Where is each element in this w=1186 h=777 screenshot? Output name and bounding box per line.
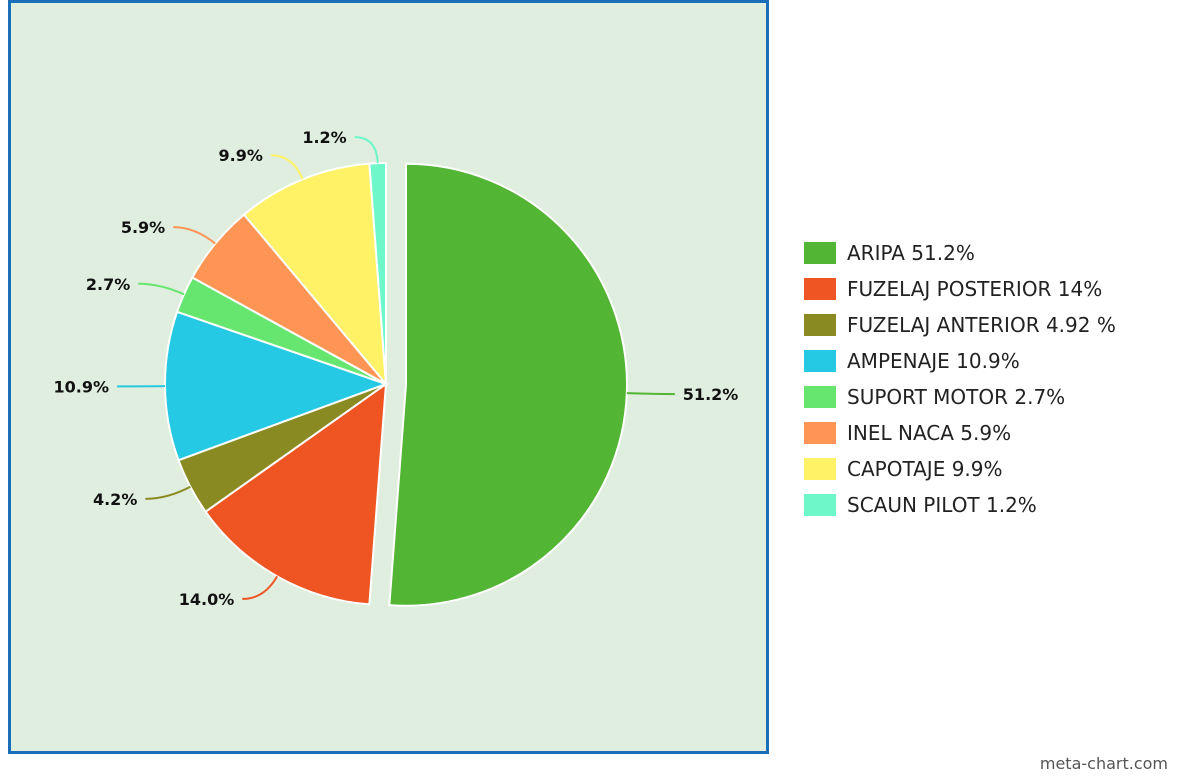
leader-line-4	[138, 282, 185, 296]
pie-chart: 51.2% 14.0% 4.2% 10.9% 2.7% 5.9% 9.9% 1.2%	[53, 128, 738, 609]
legend-swatch	[804, 494, 836, 516]
legend-label: INEL NACA 5.9%	[847, 421, 1012, 445]
legend-swatch	[804, 386, 836, 408]
legend-label: FUZELAJ ANTERIOR 4.92 %	[847, 313, 1116, 337]
plot-area	[8, 0, 769, 754]
legend: ARIPA 51.2% FUZELAJ POSTERIOR 14% FUZELAJ …	[804, 235, 1116, 523]
leader-lines	[117, 136, 675, 600]
slice-label-6: 9.9%	[219, 146, 263, 165]
pie-slices	[164, 161, 628, 607]
slice-label-3: 10.9%	[53, 377, 109, 396]
legend-item-1: FUZELAJ POSTERIOR 14%	[804, 271, 1116, 307]
legend-swatch	[804, 350, 836, 372]
pie-slice-3	[164, 310, 389, 462]
legend-item-6: CAPOTAJE 9.9%	[804, 451, 1116, 487]
watermark: meta-chart.com	[1039, 754, 1168, 773]
legend-label: SUPORT MOTOR 2.7%	[847, 385, 1066, 409]
leader-line-7	[354, 136, 379, 164]
legend-item-4: SUPORT MOTOR 2.7%	[804, 379, 1116, 415]
slice-label-7: 1.2%	[302, 128, 346, 147]
slice-label-5: 5.9%	[121, 218, 165, 237]
slice-label-0: 51.2%	[683, 385, 739, 404]
legend-item-7: SCAUN PILOT 1.2%	[804, 487, 1116, 523]
legend-swatch	[804, 314, 836, 336]
legend-item-2: FUZELAJ ANTERIOR 4.92 %	[804, 307, 1116, 343]
legend-swatch	[804, 422, 836, 444]
legend-label: ARIPA 51.2%	[847, 241, 975, 265]
legend-label: AMPENAJE 10.9%	[847, 349, 1020, 373]
leader-line-5	[173, 226, 216, 245]
legend-item-3: AMPENAJE 10.9%	[804, 343, 1116, 379]
legend-swatch	[804, 278, 836, 300]
slice-label-4: 2.7%	[86, 275, 130, 294]
leader-line-1	[242, 575, 278, 600]
legend-label: FUZELAJ POSTERIOR 14%	[847, 277, 1103, 301]
leader-line-2	[145, 485, 191, 500]
pie-slice-0	[388, 162, 628, 607]
leader-line-0	[626, 392, 675, 396]
slice-label-1: 14.0%	[179, 590, 235, 609]
legend-item-5: INEL NACA 5.9%	[804, 415, 1116, 451]
leader-line-6	[270, 154, 304, 180]
legend-label: CAPOTAJE 9.9%	[847, 457, 1003, 481]
pie-slice-7	[368, 161, 387, 385]
legend-swatch	[804, 458, 836, 480]
legend-label: SCAUN PILOT 1.2%	[847, 493, 1037, 517]
slice-label-2: 4.2%	[93, 490, 137, 509]
legend-item-0: ARIPA 51.2%	[804, 235, 1116, 271]
legend-swatch	[804, 242, 836, 264]
slice-labels: 51.2% 14.0% 4.2% 10.9% 2.7% 5.9% 9.9% 1.2%	[53, 128, 738, 609]
